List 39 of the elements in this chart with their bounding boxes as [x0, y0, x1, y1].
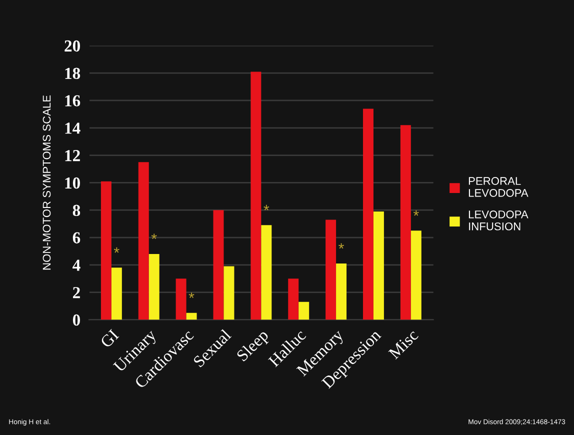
bar [326, 220, 336, 320]
bar [138, 162, 149, 320]
annotation: * [188, 292, 194, 298]
y-tick-label: 6 [72, 232, 80, 244]
y-tick-label: 14 [65, 122, 80, 134]
bar [100, 181, 112, 320]
annotation: * [413, 210, 419, 216]
legend-label: LEVODOPA INFUSION [468, 210, 528, 230]
x-tick-label: Misc [388, 328, 419, 360]
bar [288, 278, 299, 320]
y-tick-label: 20 [64, 40, 80, 52]
bar [336, 264, 347, 320]
bar [373, 211, 384, 320]
bar [213, 210, 224, 320]
bar [362, 108, 374, 320]
annotation: * [114, 247, 120, 253]
annotation: * [151, 234, 157, 240]
y-tick-label: 8 [72, 204, 80, 216]
bar [176, 278, 186, 320]
bar [250, 72, 262, 320]
y-tick-label: 0 [72, 314, 80, 326]
bar [298, 302, 310, 320]
y-tick-label: 4 [72, 260, 80, 271]
bar [261, 225, 272, 320]
y-tick-label: 16 [65, 95, 80, 106]
y-tick-label: 18 [65, 68, 80, 80]
legend-label: PERORAL LEVODOPA [468, 177, 528, 197]
y-tick-label: 2 [73, 287, 80, 298]
annotation: * [264, 204, 270, 210]
annotation: * [338, 243, 344, 249]
bar [148, 254, 160, 320]
bar [111, 268, 122, 320]
y-axis-title: NON-MOTOR SYMPTOMS SCALE [42, 95, 51, 270]
y-tick-label: 10 [65, 177, 80, 189]
y-tick-label: 12 [65, 150, 80, 162]
bar [400, 125, 411, 320]
bar [186, 312, 197, 320]
bar [410, 230, 422, 320]
bar [224, 266, 234, 320]
